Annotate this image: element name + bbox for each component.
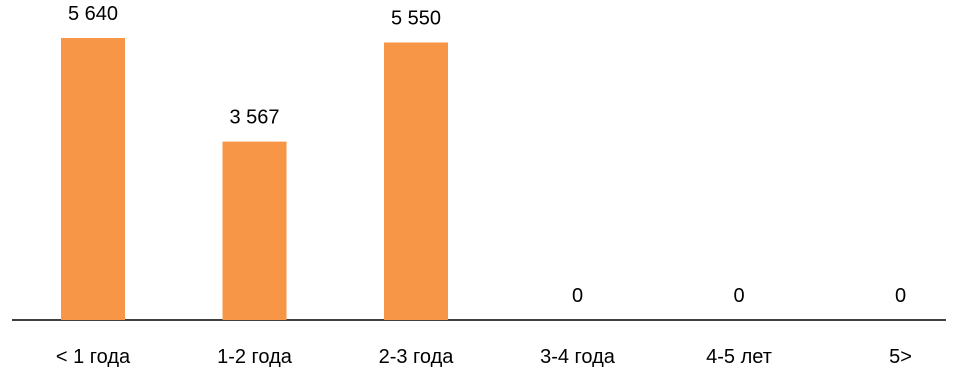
data-label-4: 0 [733,285,744,307]
x-tick-label-0: < 1 года [56,346,131,368]
bar-1 [222,141,287,320]
data-label-5: 0 [895,285,906,307]
x-tick-label-4: 4-5 лет [706,346,772,368]
data-label-1: 3 567 [229,107,279,129]
data-label-2: 5 550 [391,8,441,30]
bars-group [61,38,448,320]
data-label-3: 0 [572,285,583,307]
data-label-0: 5 640 [68,3,118,25]
x-tick-label-2: 2-3 года [379,346,455,368]
x-tick-labels-group: < 1 года 1-2 года 2-3 года 3-4 года 4-5 лет 5… [56,346,912,368]
data-labels-group: 5 640 3 567 5 550 0 0 0 [68,3,906,307]
bar-0 [61,38,125,320]
x-tick-label-3: 3-4 года [540,346,616,368]
x-tick-label-1: 1-2 года [217,346,293,368]
bar-2 [384,42,448,320]
x-tick-label-5: 5> [889,346,912,368]
